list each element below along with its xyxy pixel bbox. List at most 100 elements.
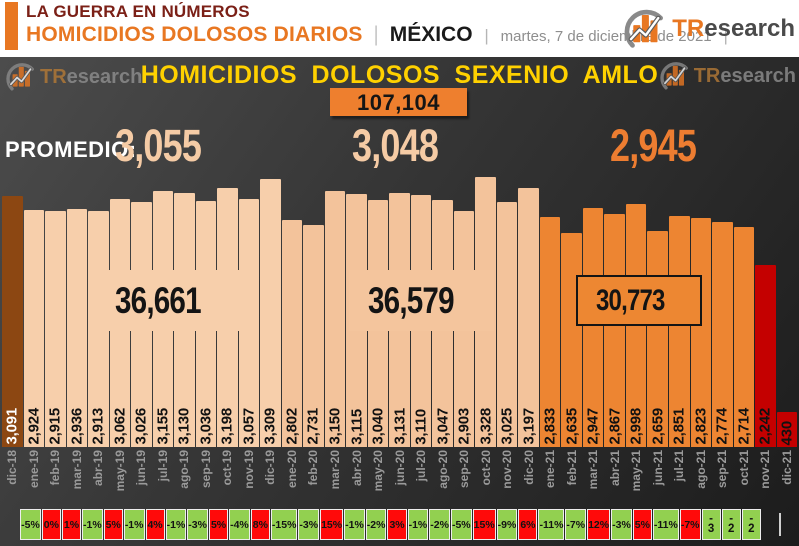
pct-change-cell	[780, 509, 797, 540]
bar-dic-19	[260, 179, 281, 447]
bar-column: 2,802	[281, 175, 303, 447]
bar-dic-20	[518, 188, 539, 447]
month-label: ene-21	[543, 450, 558, 489]
bar-value-label: 2,924	[25, 408, 43, 445]
month-cell: abr-21	[604, 449, 625, 507]
pct-change-cell: 15%	[472, 509, 496, 540]
bar-abr-21	[604, 214, 625, 447]
bar-column: 430	[776, 175, 798, 447]
pct-change-cell: 15%	[320, 509, 344, 540]
month-cell: sep-20	[454, 449, 475, 507]
month-label: abr-21	[607, 450, 622, 487]
pct-change-cell: -2	[741, 509, 761, 540]
bar-value-label: 3,036	[197, 408, 215, 445]
month-cell: abr-20	[346, 449, 367, 507]
pct-change-cell: 4%	[145, 509, 165, 540]
pct-change-row: -5% 0% 1% -1% 5% -1% 4% -1% -3% 5% -4% 8% -15% -3% 15%…	[2, 509, 797, 540]
month-label: abr-19	[91, 450, 106, 487]
bar-value-label: 3,197	[520, 408, 538, 445]
tresearch-wordmark: TResearch	[40, 65, 143, 88]
month-label: may-20	[371, 450, 386, 492]
pct-change-cell: -4%	[229, 509, 250, 540]
pct-change-cell	[2, 509, 19, 540]
pct-change-cell: -5%	[450, 509, 472, 540]
month-cell: mar-21	[583, 449, 604, 507]
bar-mar-19	[66, 209, 88, 447]
month-label: sep-19	[198, 450, 213, 489]
bar-column: 3,057	[238, 175, 260, 447]
separator: |	[373, 23, 379, 46]
bar-oct-21	[733, 227, 755, 447]
bar-column: 2,936	[66, 175, 88, 447]
month-cell: ene-21	[540, 449, 561, 507]
bar-column: 2,915	[45, 175, 66, 447]
bar-column: 2,947	[582, 175, 604, 447]
bar-value-label: 2,635	[563, 408, 581, 445]
bar-value-label: 2,947	[584, 408, 602, 445]
pct-change-cell	[762, 509, 781, 540]
pct-change-cell: -15%	[270, 509, 298, 540]
bar-ene-20	[281, 220, 303, 447]
month-label: may-19	[112, 450, 127, 492]
month-label: feb-19	[48, 450, 63, 486]
bar-value-label: 2,833	[541, 408, 559, 445]
country-label: MÉXICO	[389, 23, 473, 46]
month-label: jun-19	[134, 450, 149, 486]
bar-column: 3,197	[518, 175, 539, 447]
pct-change-cell: -7%	[565, 509, 587, 540]
bar-sep-21	[712, 222, 733, 447]
bar-column: 2,924	[23, 175, 45, 447]
pct-change-cell: -11%	[538, 509, 565, 540]
bar-mar-20	[324, 191, 346, 447]
pct-change-cell: -2%	[429, 509, 450, 540]
grand-total-box: 107,104	[330, 88, 467, 116]
tresearch-logo: TResearch	[620, 3, 795, 55]
bar-column: 3,025	[496, 175, 518, 447]
tresearch-icon	[660, 62, 688, 90]
subtitle: HOMICIDIOS DOLOSOS DIARIOS	[26, 23, 363, 46]
month-label: mar-19	[69, 450, 84, 490]
bar-value-label: 2,823	[692, 408, 710, 445]
header-titles: LA GUERRA EN NÚMEROS HOMICIDIOS DOLOSOS …	[26, 2, 734, 47]
bar-value-label: 3,110	[412, 409, 430, 445]
tresearch-icon	[6, 63, 34, 91]
pct-change-cell: -3%	[298, 509, 320, 540]
month-label: feb-21	[564, 450, 579, 486]
bar-nov-21	[755, 265, 776, 447]
pct-change-cell: 8%	[250, 509, 270, 540]
promedio-label: PROMEDIO:	[5, 137, 137, 162]
month-cell: mar-19	[67, 449, 88, 507]
month-cell: jul-20	[411, 449, 432, 507]
bar-column: 3,150	[324, 175, 346, 447]
pct-change-cell: 5%	[103, 509, 123, 540]
bar-mar-21	[582, 208, 604, 447]
bar-value-label: 2,903	[455, 408, 473, 445]
month-label: abr-20	[349, 450, 364, 487]
pct-change-cell: 1%	[61, 509, 82, 540]
bar-jul-21	[668, 216, 690, 447]
month-cell: dic-20	[518, 449, 539, 507]
bar-column: 2,851	[668, 175, 690, 447]
pct-change-cell: -1%	[165, 509, 187, 540]
year-total-box: 36,661	[95, 270, 243, 331]
bar-value-label: 3,026	[132, 408, 150, 445]
bar-value-label: 2,851	[670, 408, 688, 445]
header: LA GUERRA EN NÚMEROS HOMICIDIOS DOLOSOS …	[0, 0, 799, 57]
bar-value-label: 3,115	[348, 409, 365, 445]
month-label: nov-21	[758, 450, 773, 489]
month-cell: dic-18	[2, 449, 23, 507]
pct-change-cell: 0%	[41, 509, 61, 540]
bar-column: 2,242	[755, 175, 776, 447]
month-cell: feb-20	[303, 449, 324, 507]
bar-value-label: 3,040	[369, 408, 387, 445]
bar-column: 3,091	[2, 175, 23, 447]
bar-value-label: 3,130	[175, 408, 193, 445]
bar-value-label: 2,659	[649, 408, 667, 445]
month-label: sep-21	[715, 450, 730, 489]
month-label: jul-19	[155, 450, 170, 482]
month-cell: feb-21	[561, 449, 582, 507]
watermark-logo-left: TResearch	[3, 59, 142, 95]
month-cell: sep-21	[712, 449, 733, 507]
bar-value-label: 3,155	[154, 408, 172, 445]
separator: |	[723, 26, 728, 45]
